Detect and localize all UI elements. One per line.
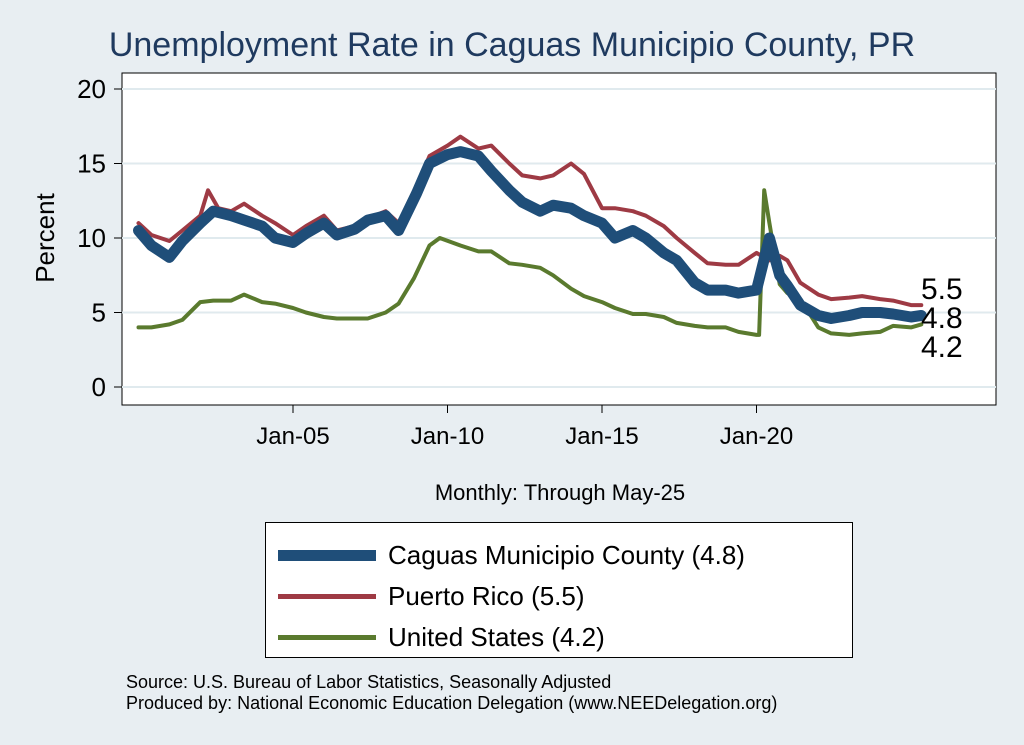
series-line: [136, 134, 924, 308]
producer-note: Produced by: National Economic Education…: [126, 693, 778, 713]
legend-swatch: [278, 593, 376, 599]
end-value-label: 4.2: [921, 331, 963, 364]
legend-item: Puerto Rico (5.5): [278, 578, 585, 614]
y-tick-label: 0: [92, 372, 106, 402]
legend-label: Caguas Municipio County (4.8): [388, 539, 745, 570]
legend-swatch: [278, 549, 376, 561]
end-labels: 4.85.5 4.2: [921, 273, 963, 364]
y-axis: 0 5 10 15 20: [77, 74, 122, 402]
end-value-label: 4.8: [921, 302, 963, 335]
x-tick-label: Jan-20: [720, 423, 793, 450]
x-axis-caption: Monthly: Through May-25: [434, 480, 686, 505]
y-tick-label: 15: [77, 149, 106, 179]
source-note: Source: U.S. Bureau of Labor Statistics,…: [126, 672, 612, 692]
series-lines: [133, 134, 927, 337]
legend-item: United States (4.2): [278, 619, 605, 655]
x-axis: Jan-05 Jan-10 Jan-15 Jan-20: [256, 405, 793, 450]
x-tick-label: Jan-10: [411, 423, 484, 450]
y-tick-label: 20: [77, 74, 106, 104]
legend-swatch: [278, 634, 376, 640]
series-line: [133, 146, 927, 324]
x-tick-label: Jan-05: [256, 423, 329, 450]
chart-title: Unemployment Rate in Caguas Municipio Co…: [108, 26, 916, 64]
legend-label: United States (4.2): [388, 621, 605, 652]
legend: Caguas Municipio County (4.8) Puerto Ric…: [265, 522, 853, 658]
legend-item: Caguas Municipio County (4.8): [278, 537, 745, 573]
end-value-label: 5.5: [921, 273, 963, 306]
legend-label: Puerto Rico (5.5): [388, 580, 585, 611]
x-tick-label: Jan-15: [565, 423, 638, 450]
y-tick-label: 5: [92, 298, 106, 328]
y-axis-label: Percent: [30, 192, 60, 282]
y-tick-label: 10: [77, 223, 106, 253]
